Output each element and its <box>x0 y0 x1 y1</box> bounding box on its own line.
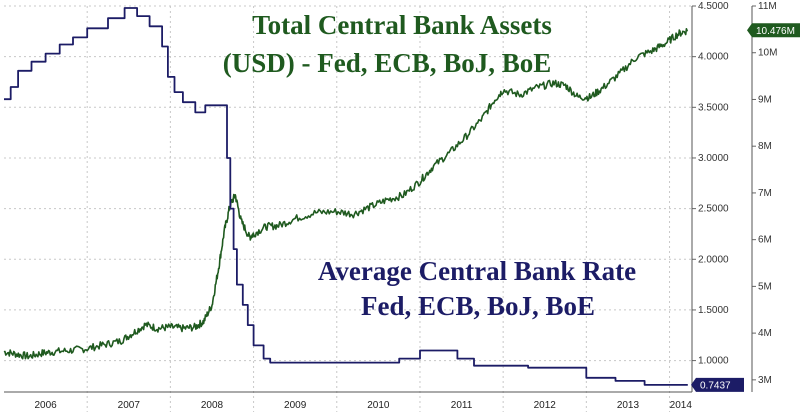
y-axis-right: 11M 10M 9M 8M 7M 6M 5M 4M 3M <box>751 1 777 392</box>
x-tick-label: 2011 <box>451 400 473 411</box>
x-axis: 2006 2007 2008 2009 2010 2011 2012 2013 2014 <box>4 391 693 411</box>
y-axis-left: 4.5000 4.0000 3.5000 3.0000 2.5000 2.0000 1.50… <box>691 1 729 392</box>
y-right-tick-label: 11M <box>758 1 777 12</box>
x-tick-label: 2008 <box>201 400 224 411</box>
y-left-tick-label: 4.0000 <box>698 52 729 63</box>
x-tick-label: 2007 <box>118 400 141 411</box>
rate-label-line-1: Average Central Bank Rate <box>318 256 636 286</box>
y-right-tick-label: 7M <box>758 188 772 199</box>
y-right-tick-label: 6M <box>758 235 772 246</box>
chart-title-line-2: (USD) - Fed, ECB, BoJ, BoE <box>223 48 552 78</box>
rate-value-label: 0.7437 <box>700 380 731 391</box>
y-left-tick-label: 3.0000 <box>698 153 729 164</box>
series-group <box>3 7 689 386</box>
y-left-tick-label: 2.5000 <box>698 204 729 215</box>
assets-value-badge <box>747 23 800 38</box>
assets-series-line <box>3 28 689 360</box>
y-right-tick-label: 10M <box>758 48 777 59</box>
y-right-tick-label: 9M <box>758 94 772 105</box>
rate-label-line-2: Fed, ECB, BoJ, BoE <box>361 291 595 321</box>
chart-title-line-1: Total Central Bank Assets <box>252 10 552 40</box>
value-badges: 10.476M 0.7437 <box>691 23 800 392</box>
y-left-tick-label: 1.5000 <box>698 305 729 316</box>
y-left-tick-label: 1.0000 <box>698 356 729 367</box>
y-left-tick-label: 2.0000 <box>698 254 729 265</box>
y-right-tick-label: 3M <box>758 375 772 386</box>
y-left-tick-label: 3.5000 <box>698 102 729 113</box>
y-right-tick-label: 8M <box>758 141 772 152</box>
y-right-tick-label: 5M <box>758 281 772 292</box>
rate-value-badge <box>691 377 744 392</box>
x-tick-label: 2013 <box>617 400 640 411</box>
x-tick-label: 2012 <box>534 400 557 411</box>
assets-value-label: 10.476M <box>756 26 795 37</box>
x-tick-label: 2014 <box>670 400 693 411</box>
x-tick-label: 2006 <box>34 400 57 411</box>
x-tick-label: 2010 <box>367 400 390 411</box>
y-right-tick-label: 4M <box>758 328 772 339</box>
rate-series-line <box>4 7 688 386</box>
y-left-tick-label: 4.5000 <box>698 1 729 12</box>
x-tick-label: 2009 <box>284 400 307 411</box>
